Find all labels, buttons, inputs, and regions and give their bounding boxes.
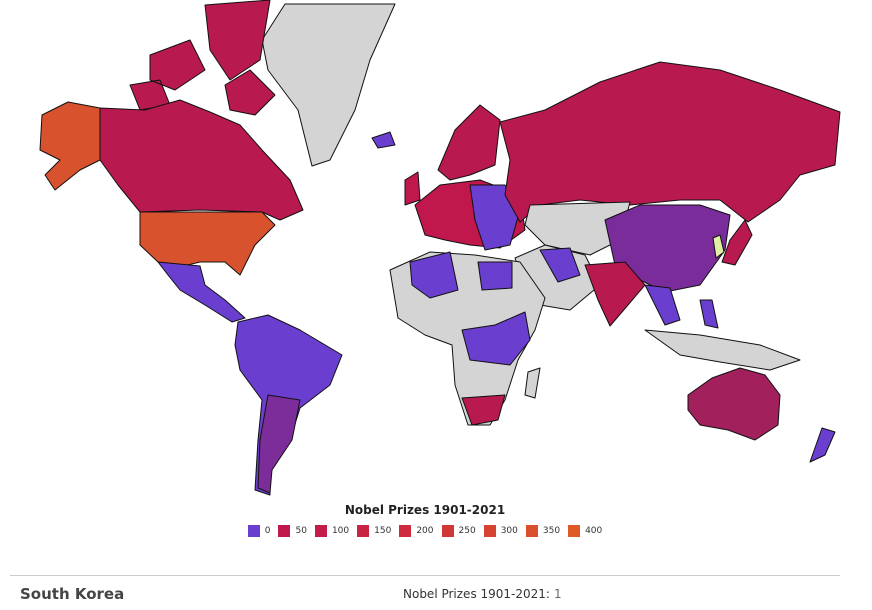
korea	[712, 234, 725, 259]
legend-label: 300	[500, 526, 518, 536]
legend-item: 50	[278, 525, 307, 537]
mexico	[157, 261, 246, 323]
legend-item: 250	[441, 525, 476, 537]
arctic-islands	[129, 0, 276, 116]
legend-item: 0	[247, 525, 271, 537]
se-asia	[644, 284, 719, 329]
legend-title: Nobel Prizes 1901-2021	[344, 503, 506, 517]
russia	[499, 61, 841, 223]
legend-label: 150	[374, 526, 392, 536]
separator	[10, 575, 840, 576]
legend-items: 0 50 100 150 200 250 300 350 400	[0, 525, 850, 537]
india	[584, 261, 646, 327]
legend-item: 350	[525, 525, 561, 537]
south-africa	[461, 394, 506, 426]
info-value: 1	[553, 587, 562, 601]
legend: Nobel Prizes 1901-2021 0 50 100 150 200 250 30…	[0, 503, 850, 537]
north-africa	[409, 251, 513, 299]
legend-item: 400	[568, 525, 602, 537]
selected-info: Nobel Prizes 1901-2021: 1	[403, 587, 562, 601]
uk	[404, 171, 421, 206]
alaska	[39, 101, 101, 191]
legend-label: 100	[331, 526, 350, 536]
legend-label: 250	[458, 526, 476, 536]
legend-item: 300	[483, 525, 518, 537]
central-asia	[524, 201, 631, 256]
selected-country: South Korea	[20, 585, 125, 603]
canada	[99, 99, 304, 221]
legend-item: 150	[357, 525, 391, 537]
legend-label: 0	[264, 526, 271, 536]
usa	[139, 211, 276, 276]
world-map	[39, 0, 841, 496]
eastern-europe	[469, 184, 521, 251]
legend-swatch	[568, 525, 581, 537]
australia	[687, 367, 781, 441]
legend-item: 200	[399, 525, 434, 537]
legend-swatch	[441, 525, 454, 537]
legend-swatch	[525, 525, 538, 537]
legend-label: 50	[295, 526, 307, 536]
greenland	[261, 3, 396, 167]
legend-label: 350	[542, 526, 561, 536]
legend-swatch	[314, 525, 327, 537]
scandinavia	[437, 104, 501, 181]
legend-swatch	[399, 525, 412, 537]
indonesia	[644, 329, 801, 371]
legend-swatch	[247, 525, 260, 537]
info-label: Nobel Prizes 1901-2021:	[403, 587, 550, 601]
iceland	[371, 131, 396, 149]
iran	[539, 247, 581, 283]
legend-label: 400	[585, 526, 603, 536]
new-zealand	[809, 427, 836, 463]
madagascar	[524, 367, 541, 399]
japan	[721, 219, 753, 266]
legend-swatch	[357, 525, 370, 537]
east-africa	[461, 311, 531, 366]
legend-swatch	[483, 525, 496, 537]
legend-label: 200	[416, 526, 434, 536]
argentina	[257, 394, 301, 494]
legend-item: 100	[314, 525, 350, 537]
legend-swatch	[278, 525, 291, 537]
